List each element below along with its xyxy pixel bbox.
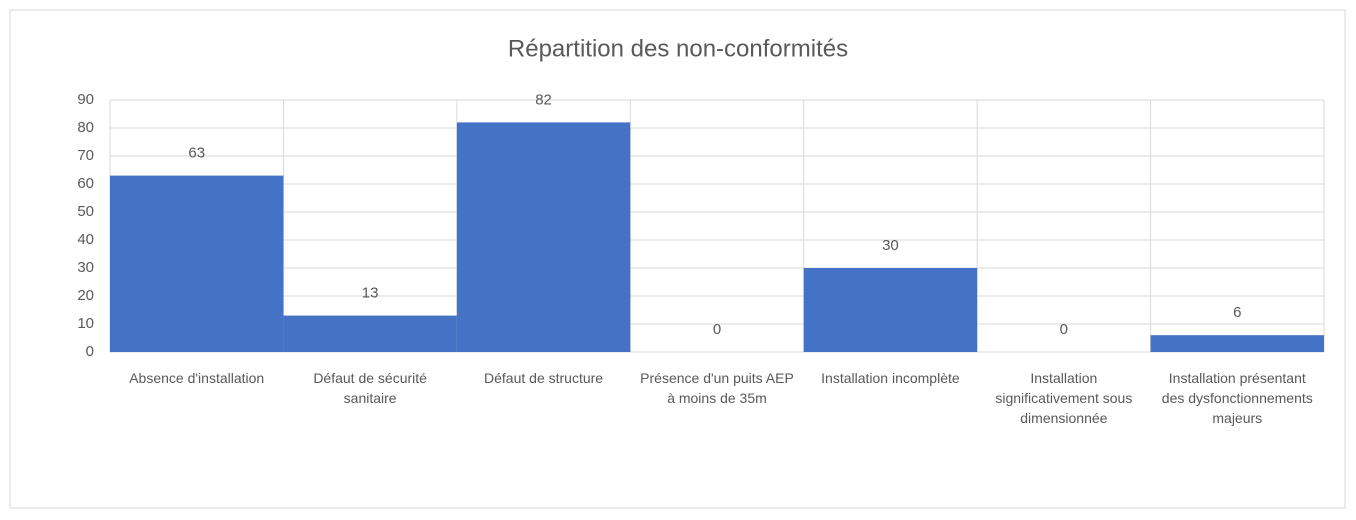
x-tick-label: Défaut de sécurité sanitaire: [313, 370, 427, 406]
chart-title: Répartition des non-conformités: [508, 35, 848, 62]
data-label: 63: [188, 145, 205, 162]
x-tick-label: Installation présentant des dysfonctionn…: [1161, 370, 1313, 426]
x-tick-label: Absence d'installation: [129, 370, 265, 386]
bar: [456, 122, 631, 353]
bar: [803, 268, 978, 352]
y-tick-label: 40: [77, 231, 94, 248]
y-tick-label: 50: [77, 203, 94, 220]
y-tick-label: 30: [77, 259, 94, 276]
y-tick-label: 0: [86, 343, 94, 360]
data-label: 6: [1233, 304, 1241, 321]
y-tick-label: 90: [77, 91, 94, 108]
y-tick-label: 70: [77, 147, 94, 164]
data-label: 0: [1060, 321, 1068, 338]
data-label: 30: [882, 237, 899, 254]
y-tick-label: 80: [77, 119, 94, 136]
x-tick-label: Défaut de structure: [484, 370, 604, 386]
y-tick-label: 20: [77, 287, 94, 304]
x-tick-label: Présence d'un puits AEP à moins de 35m: [640, 370, 794, 406]
data-label: 13: [362, 285, 379, 302]
bar: [1150, 335, 1324, 352]
y-tick-label: 60: [77, 175, 94, 192]
x-tick-label: Installation incomplète: [821, 370, 960, 386]
data-label: 0: [713, 321, 721, 338]
data-label: 82: [535, 91, 552, 108]
bar: [110, 175, 284, 352]
x-tick-label: Installation significativement sous dime…: [995, 370, 1133, 426]
bar: [283, 315, 457, 352]
y-tick-label: 10: [77, 315, 94, 332]
